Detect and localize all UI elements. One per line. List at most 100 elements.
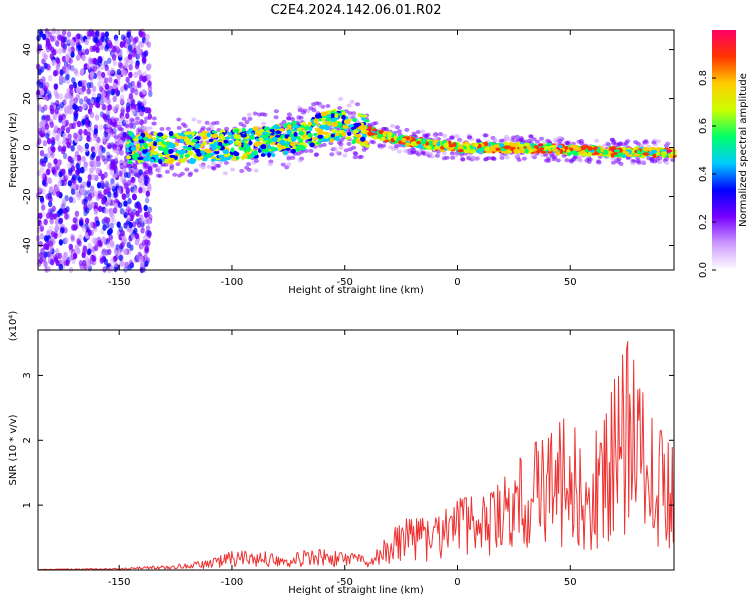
spectrogram-cell (314, 127, 320, 132)
spectrogram-cell (129, 58, 134, 66)
spectrogram-cell (242, 155, 249, 159)
spectrogram-cell (39, 82, 44, 89)
spectrogram-cell (38, 241, 43, 248)
spectrogram-cell (130, 211, 135, 218)
spectrogram-cell (39, 150, 45, 157)
spectrogram-cell (396, 129, 402, 134)
spectrogram-cell (206, 132, 211, 138)
spectrogram-cell (70, 235, 76, 242)
spectrogram-cell (67, 47, 73, 54)
spectrogram-cell (338, 138, 344, 143)
spectrogram-cell (447, 143, 454, 148)
spectrogram-cell (86, 30, 91, 37)
y-tick-label: -20 (22, 188, 33, 204)
x-tick-label: -150 (108, 277, 131, 288)
spectrogram-cell (133, 169, 139, 174)
spectrogram-cell (393, 144, 399, 149)
spectrogram-cell (83, 198, 88, 205)
spectrogram-cell (58, 218, 63, 225)
spectrogram-cell (267, 162, 273, 166)
spectrogram-cell (101, 104, 106, 111)
spectrogram-cell (337, 106, 343, 110)
spectrogram-cell (68, 243, 74, 250)
spectrogram-cell (179, 155, 184, 159)
spectrogram-cell (390, 124, 395, 128)
spectrogram-cell (87, 88, 92, 95)
colorbar-tick-label: 0.0 (698, 262, 709, 278)
spectrogram-cell (79, 79, 85, 87)
spectrogram-cell (112, 149, 118, 154)
spectrogram-cell (216, 164, 222, 168)
spectrogram-cell (96, 70, 101, 77)
spectrogram-cell (622, 151, 630, 155)
spectrogram-cell (503, 145, 511, 150)
spectrogram-cell (286, 162, 292, 167)
spectrogram-cell (64, 213, 69, 220)
spectrogram-cell (87, 57, 93, 64)
spectrogram-cell (78, 105, 83, 113)
spectrogram-cell (486, 156, 491, 160)
spectrogram-cell (279, 128, 285, 132)
spectrogram-cell (165, 126, 171, 131)
spectrogram-cell (633, 140, 639, 145)
spectrogram-cell (149, 158, 155, 163)
colorbar-gradient (712, 30, 736, 270)
spectrogram-cell (657, 160, 663, 165)
spectrogram-cell (65, 206, 70, 213)
spectrogram-cell (552, 148, 559, 152)
spectrogram-cell (519, 147, 525, 153)
spectrogram-cell (153, 131, 158, 136)
spectrogram-cell (357, 112, 362, 118)
spectrogram-cell (329, 138, 334, 143)
spectrogram-cell (289, 141, 296, 147)
spectrogram-cell (316, 132, 322, 136)
spectrogram-cell (191, 138, 198, 143)
spectrogram-cell (211, 145, 217, 151)
spectrogram-cell (286, 112, 292, 117)
spectrogram-cell (86, 88, 91, 95)
spectrogram-cell (377, 135, 382, 139)
spectrogram-cell (552, 155, 558, 160)
spectrogram-cell (76, 33, 81, 40)
spectrogram-cell (119, 208, 125, 215)
spectrogram-cell (127, 160, 133, 165)
spectrogram-cell (444, 155, 450, 160)
spectrogram-cell (117, 127, 123, 132)
y-tick-label: 20 (22, 92, 33, 105)
spectrogram-cell (222, 171, 228, 176)
spectrogram-cell (298, 138, 304, 143)
spectrogram-cell (513, 148, 519, 154)
spectrogram-cell (309, 142, 315, 148)
spectrogram-cell (145, 190, 150, 197)
spectrogram-cell (78, 34, 83, 41)
spectrogram-cell (345, 136, 351, 140)
snr-multiplier: (x10⁴) (8, 311, 19, 342)
spectrogram-cell (81, 54, 86, 62)
spectrogram-cell (246, 155, 252, 160)
spectrogram-cell (420, 129, 426, 134)
spectrogram-cell (54, 69, 59, 76)
spectrogram-cell (70, 46, 75, 53)
spectrogram-cell (66, 31, 72, 38)
spectrogram-cell (143, 143, 148, 149)
spectrogram-cell (117, 61, 123, 68)
x-tick-label: 0 (454, 577, 460, 588)
spectrogram-cell (341, 114, 346, 120)
spectrogram-cell (137, 221, 142, 228)
spectrogram-xlabel: Height of straight line (km) (288, 285, 424, 296)
spectrogram-cell (210, 161, 216, 166)
spectrogram-cell (47, 162, 52, 169)
spectrogram-cell (283, 123, 288, 129)
spectrogram-cell (104, 31, 110, 38)
spectrogram-cell (61, 168, 66, 175)
spectrogram-cell (543, 152, 549, 157)
spectrogram-cell (364, 144, 371, 148)
spectrogram-cell (171, 135, 176, 139)
spectrogram-cell (87, 194, 92, 201)
spectrogram-cell (313, 132, 318, 137)
spectrogram-cell (67, 155, 73, 163)
spectrogram-cell (330, 113, 335, 117)
spectrogram-cell (131, 108, 136, 116)
spectrogram-cell (153, 163, 159, 168)
spectrogram-cell (665, 141, 671, 146)
